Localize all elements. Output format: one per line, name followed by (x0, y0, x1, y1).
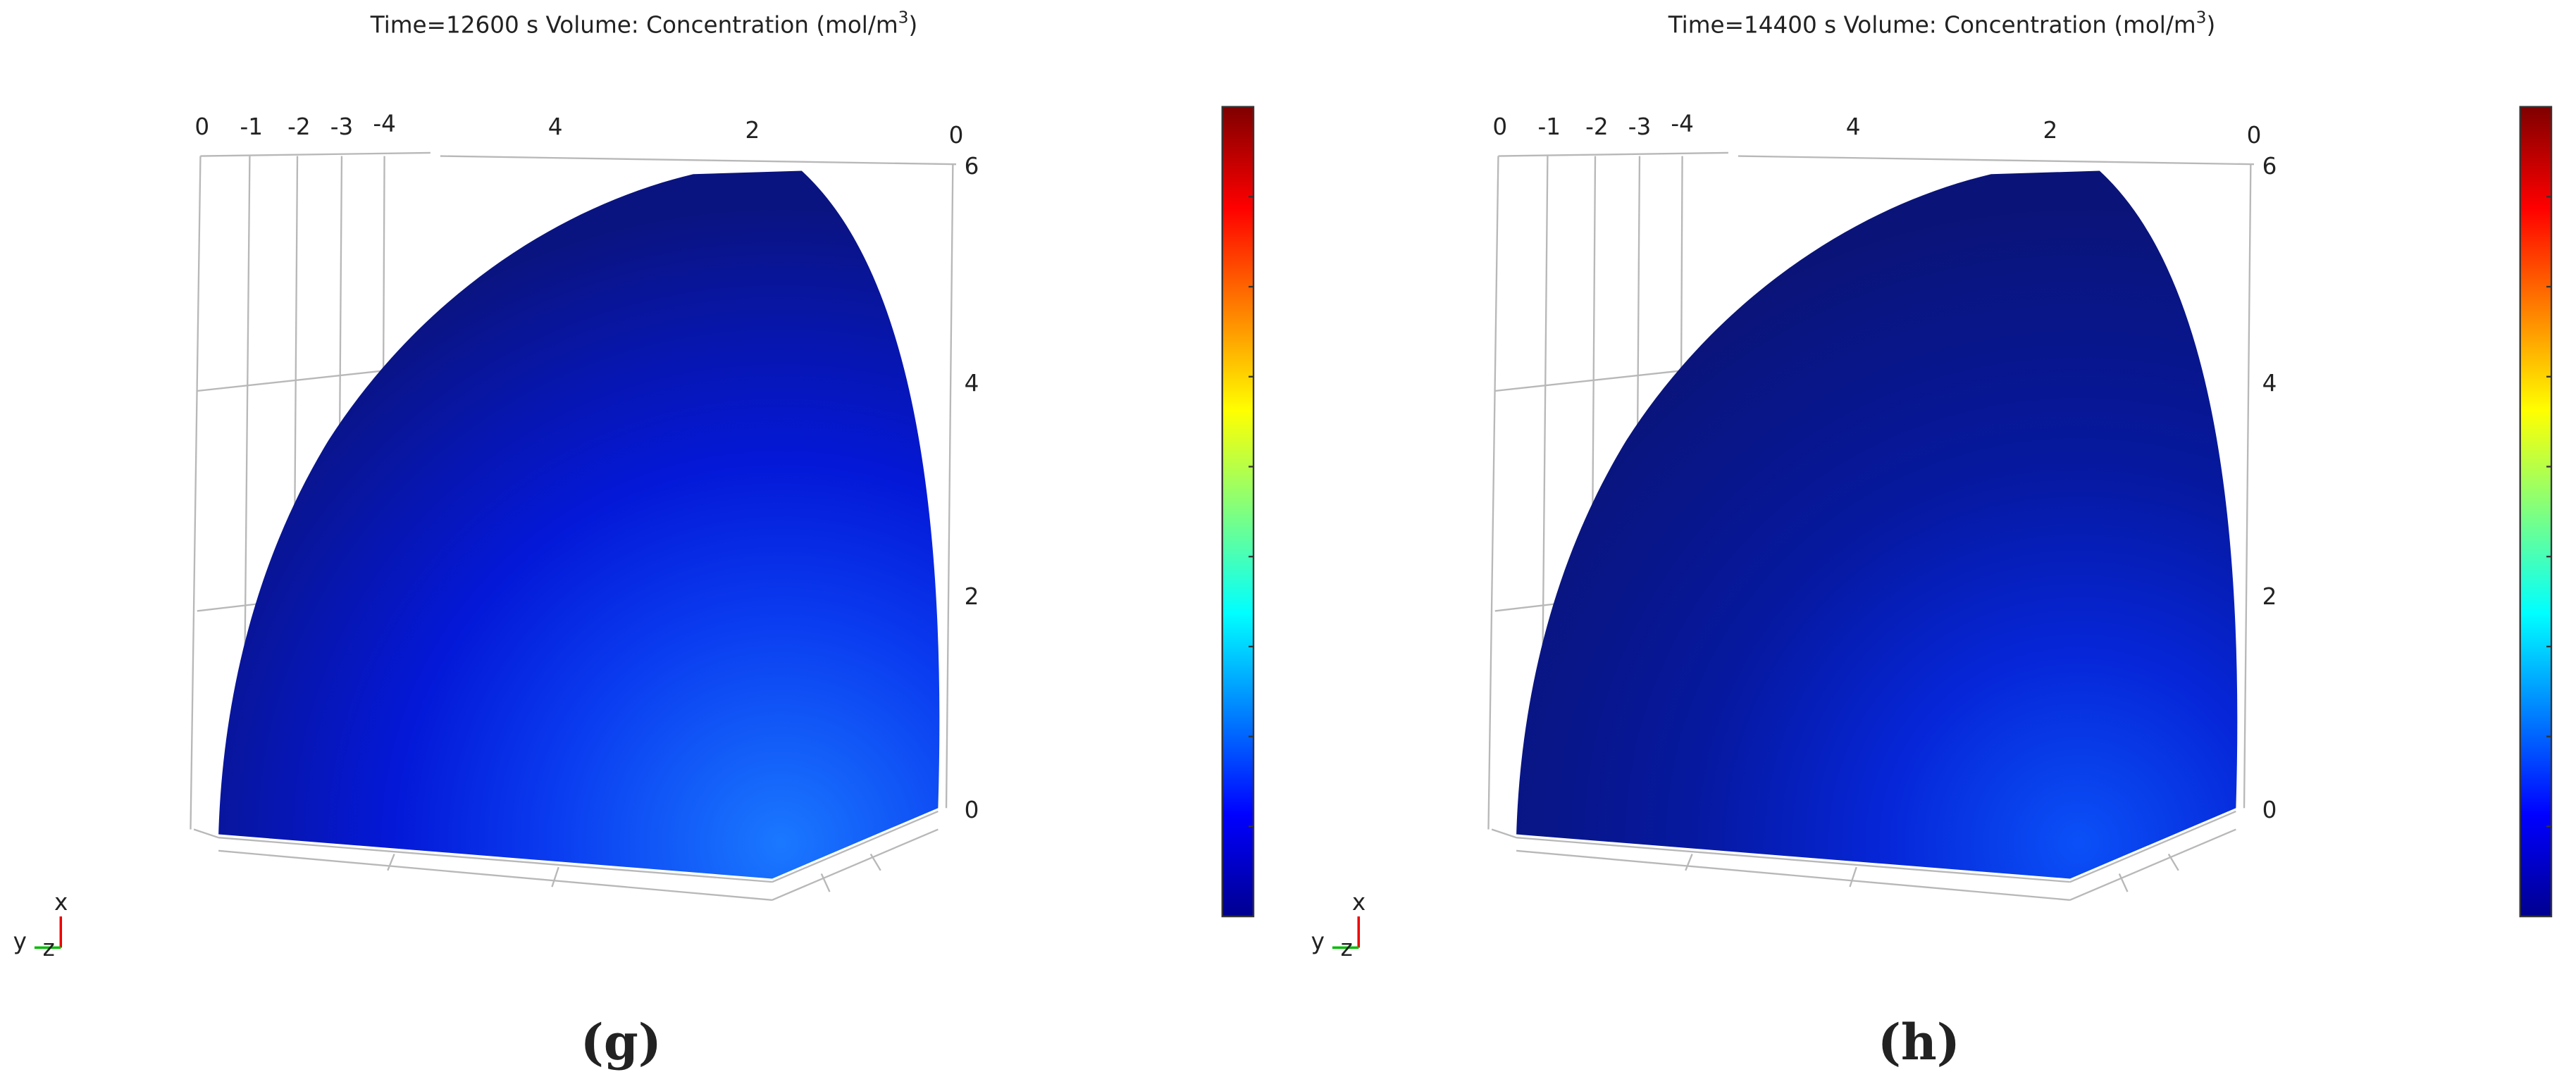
axis-tick-label: 4 (2262, 370, 2277, 397)
grid-line (1738, 155, 2255, 166)
color-legend (2519, 106, 2553, 918)
grid-line (1494, 368, 1692, 392)
axis-tick-label: -3 (330, 113, 354, 140)
triad-label: y (13, 928, 27, 955)
grid-line (387, 854, 395, 871)
axis-tick-label: -1 (240, 113, 263, 140)
axis-tick-label: 4 (965, 370, 979, 397)
grid-line (190, 156, 202, 830)
title-end: ) (908, 12, 917, 39)
grid-line (200, 151, 431, 157)
grid-line (2243, 164, 2252, 809)
axis-tick-label: 0 (2247, 122, 2262, 149)
title-superscript: 3 (898, 8, 909, 27)
grid-line (869, 853, 881, 871)
grid-line (2167, 853, 2179, 871)
axis-tick-label: 6 (965, 153, 979, 180)
axis-tick-label: 4 (548, 113, 563, 140)
panel-caption: (h) (1878, 1014, 1960, 1071)
geometry-surface (218, 170, 940, 879)
geometry-surface (1516, 170, 2238, 879)
title-superscript: 3 (2196, 8, 2207, 27)
axis-tick-label: 0 (965, 797, 979, 823)
grid-line (2069, 828, 2236, 901)
grid-line (2118, 873, 2129, 892)
axis-tick-label: 2 (745, 117, 760, 144)
grid-line (1498, 151, 1728, 157)
axis-tick-label: -1 (1537, 113, 1561, 140)
axis-tick-label: 6 (2262, 153, 2277, 180)
axis-tick-label: -2 (287, 113, 311, 140)
axis-tick-label: 0 (949, 122, 964, 149)
grid-line (2069, 810, 2236, 883)
axis-tick-label: -2 (1585, 113, 1609, 140)
grid-line (551, 866, 559, 887)
axis-tick-label: 4 (1846, 113, 1861, 140)
axis-tick-label: 0 (2262, 797, 2277, 823)
axis-tick-label: 0 (1492, 113, 1507, 140)
panel: Time=12600 s Volume: Concentration (mol/… (13, 8, 1255, 1071)
title-text: Time=12600 s Volume: Concentration (mol/… (370, 12, 898, 39)
plot-title: Time=12600 s Volume: Concentration (mol/… (370, 8, 917, 39)
axis-tick-label: -3 (1628, 113, 1652, 140)
axis-tick-label: -4 (1671, 111, 1694, 137)
grid-line (197, 368, 395, 392)
title-end: ) (2206, 12, 2215, 39)
grid-line (820, 873, 831, 892)
grid-line (440, 155, 957, 166)
grid-line (1487, 156, 1499, 830)
color-legend (1221, 106, 1255, 918)
plot-title: Time=14400 s Volume: Concentration (mol/… (1668, 8, 2215, 39)
grid-line (1491, 828, 1517, 839)
panel: Time=14400 s Volume: Concentration (mol/… (1311, 8, 2553, 1071)
grid-line (218, 849, 772, 901)
axis-tick-label: 0 (194, 113, 209, 140)
grid-line (1516, 837, 2070, 883)
triad-label: x (1352, 889, 1366, 916)
grid-line (1516, 849, 2070, 901)
panel-caption: (g) (581, 1014, 662, 1071)
title-text: Time=14400 s Volume: Concentration (mol/… (1668, 12, 2196, 39)
grid-line (218, 837, 772, 883)
triad-label: z (43, 935, 55, 961)
grid-line (772, 828, 939, 901)
axis-tick-label: -4 (373, 111, 396, 137)
triad-label: x (54, 889, 68, 916)
axis-tick-label: 2 (965, 583, 979, 610)
axis-tick-label: 2 (2043, 117, 2057, 144)
triad-label: z (1341, 935, 1353, 961)
triad-label: y (1311, 928, 1325, 955)
grid-line (193, 828, 219, 839)
grid-line (1685, 854, 1693, 871)
grid-line (1849, 866, 1857, 887)
grid-line (772, 810, 939, 883)
axis-tick-label: 2 (2262, 583, 2277, 610)
grid-line (945, 164, 954, 809)
